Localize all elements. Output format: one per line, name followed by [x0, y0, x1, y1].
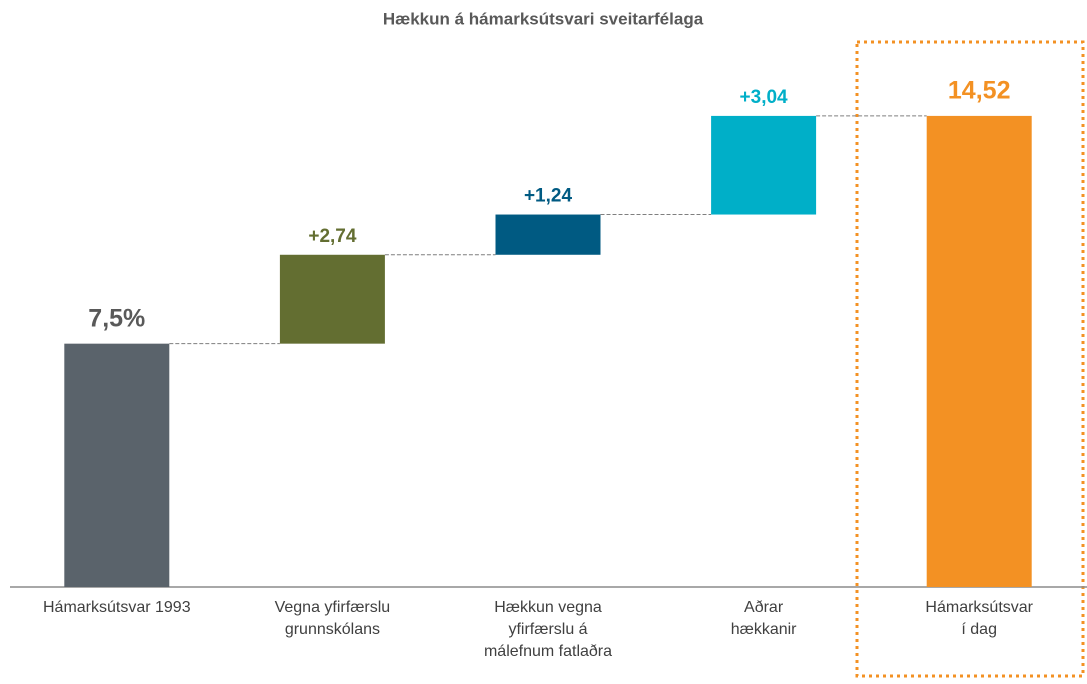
bar — [64, 343, 170, 587]
x-tick-label-line: Vegna yfirfærslu — [275, 599, 391, 616]
x-tick-label-line: Hámarksútsvar — [925, 599, 1033, 616]
bar — [926, 115, 1032, 587]
value-label: +3,04 — [740, 87, 789, 108]
x-tick-label: Hækkun vegna yfirfærslu á málefnum fatlaðr… — [484, 599, 612, 660]
value-label: 14,52 — [948, 77, 1011, 105]
x-tick-label: Hámarksútsvar í dag — [925, 599, 1033, 638]
x-tick-label-line: hækkanir — [731, 621, 797, 638]
x-tick-label-line: málefnum fatlaðra — [484, 643, 612, 660]
bar — [279, 254, 385, 344]
x-tick-label: Aðrar hækkanir — [731, 599, 797, 638]
value-label: +2,74 — [308, 226, 357, 247]
chart-title: Hækkun á hámarksútsvari sveitarfélaga — [383, 9, 704, 28]
x-tick-label: Hámarksútsvar 1993 — [43, 599, 191, 616]
highlight-box — [855, 40, 1085, 678]
x-tick-label-line: Hámarksútsvar 1993 — [43, 599, 191, 616]
x-tick-label-line: grunnskólans — [285, 621, 380, 638]
bar — [495, 214, 601, 255]
x-tick-label-line: Aðrar — [744, 599, 784, 616]
x-tick-label-line: yfirfærslu á — [508, 621, 587, 638]
bar — [711, 115, 817, 215]
x-tick-label-line: í dag — [961, 621, 997, 638]
x-tick-label-line: Hækkun vegna — [494, 599, 602, 616]
x-tick-label: Vegna yfirfærslu grunnskólans — [275, 599, 391, 638]
value-label: +1,24 — [524, 186, 573, 207]
value-label: 7,5% — [88, 304, 145, 332]
